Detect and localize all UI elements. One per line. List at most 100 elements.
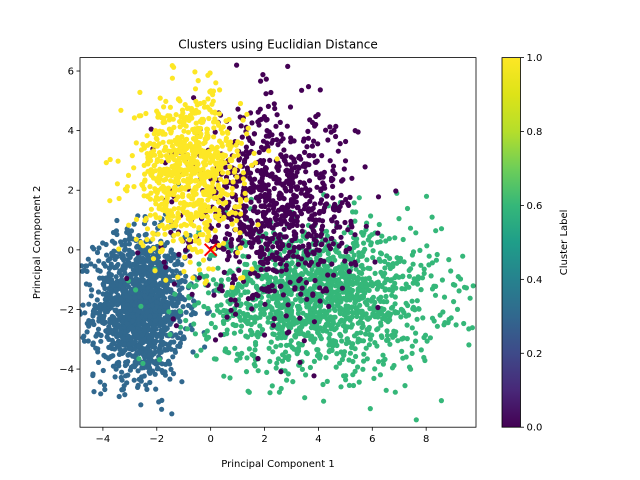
scatter-point <box>143 215 149 222</box>
scatter-point <box>283 313 289 319</box>
scatter-point <box>153 304 159 310</box>
x-axis-label: Principal Component 1 <box>221 459 334 470</box>
scatter-point <box>350 382 357 389</box>
scatter-point <box>367 406 373 412</box>
scatter-point <box>319 226 325 233</box>
scatter-point <box>308 233 314 239</box>
scatter-point <box>285 302 291 308</box>
scatter-point <box>173 112 179 118</box>
scatter-point <box>143 382 149 388</box>
scatter-point <box>346 357 352 363</box>
scatter-point <box>328 326 334 332</box>
scatter-point <box>232 345 238 351</box>
scatter-point <box>343 340 349 347</box>
scatter-point <box>283 262 289 268</box>
scatter-point <box>136 279 142 285</box>
scatter-point <box>201 104 208 110</box>
scatter-point <box>392 294 398 300</box>
scatter-point <box>255 334 261 340</box>
scatter-point <box>123 305 129 311</box>
scatter-point <box>398 314 404 320</box>
scatter-point <box>229 191 235 197</box>
scatter-point <box>160 283 166 289</box>
scatter-point <box>125 372 131 378</box>
colorbar-tick-label: 0.4 <box>527 275 543 286</box>
scatter-point <box>138 378 144 384</box>
scatter-point <box>192 170 198 176</box>
scatter-point <box>274 163 280 169</box>
scatter-point <box>224 309 230 315</box>
scatter-point <box>249 331 255 338</box>
scatter-point <box>133 140 139 146</box>
scatter-point <box>187 282 193 288</box>
scatter-point <box>182 278 188 285</box>
scatter-point <box>163 176 169 182</box>
scatter-point <box>305 84 312 90</box>
scatter-point <box>355 288 361 294</box>
scatter-point <box>212 337 219 343</box>
scatter-point <box>294 348 300 355</box>
scatter-point <box>377 239 383 245</box>
scatter-point <box>280 352 286 358</box>
scatter-point <box>363 311 369 317</box>
scatter-point <box>445 320 451 326</box>
scatter-point <box>450 281 456 288</box>
scatter-point <box>317 87 323 93</box>
scatter-point <box>314 184 320 190</box>
scatter-point <box>297 359 303 365</box>
scatter-point <box>167 274 173 280</box>
scatter-point <box>290 379 296 385</box>
scatter-point <box>80 308 83 314</box>
scatter-point <box>184 178 191 184</box>
scatter-point <box>355 364 361 370</box>
scatter-point <box>136 113 142 119</box>
scatter-point <box>322 237 329 243</box>
scatter-point <box>340 289 346 295</box>
scatter-point <box>486 253 491 258</box>
scatter-point <box>302 164 308 170</box>
scatter-point <box>348 294 354 300</box>
scatter-point <box>441 322 447 328</box>
scatter-point <box>342 219 348 226</box>
scatter-point <box>262 191 268 198</box>
scatter-point <box>429 286 436 292</box>
scatter-point <box>148 261 154 267</box>
scatter-point <box>380 352 386 358</box>
y-tick-label: −4 <box>59 365 74 376</box>
scatter-point <box>151 148 157 154</box>
scatter-point <box>387 341 393 347</box>
scatter-point <box>372 259 378 265</box>
scatter-point <box>245 125 251 131</box>
scatter-point <box>250 292 256 298</box>
scatter-point <box>136 269 142 275</box>
scatter-point <box>253 284 260 290</box>
scatter-point <box>110 283 116 289</box>
scatter-point <box>346 268 352 275</box>
scatter-point <box>190 188 196 194</box>
scatter-point <box>383 317 389 323</box>
scatter-point <box>204 328 210 334</box>
scatter-point <box>268 339 274 345</box>
scatter-point <box>365 265 371 271</box>
scatter-point <box>157 249 163 255</box>
scatter-point <box>114 333 120 340</box>
scatter-point <box>246 346 252 352</box>
scatter-point <box>413 277 419 283</box>
scatter-point <box>230 179 236 185</box>
scatter-point <box>175 343 181 349</box>
scatter-point <box>247 232 253 238</box>
scatter-point <box>299 187 305 193</box>
scatter-point <box>146 327 152 333</box>
scatter-point <box>114 181 120 187</box>
scatter-point <box>265 103 271 109</box>
scatter-point <box>159 367 165 374</box>
scatter-point <box>133 279 139 285</box>
scatter-point <box>138 338 144 344</box>
scatter-point <box>382 313 388 319</box>
scatter-point <box>187 253 193 259</box>
scatter-point <box>400 236 406 243</box>
scatter-point <box>81 338 88 344</box>
scatter-point <box>145 255 151 261</box>
scatter-point <box>272 268 278 274</box>
scatter-point <box>150 230 156 236</box>
